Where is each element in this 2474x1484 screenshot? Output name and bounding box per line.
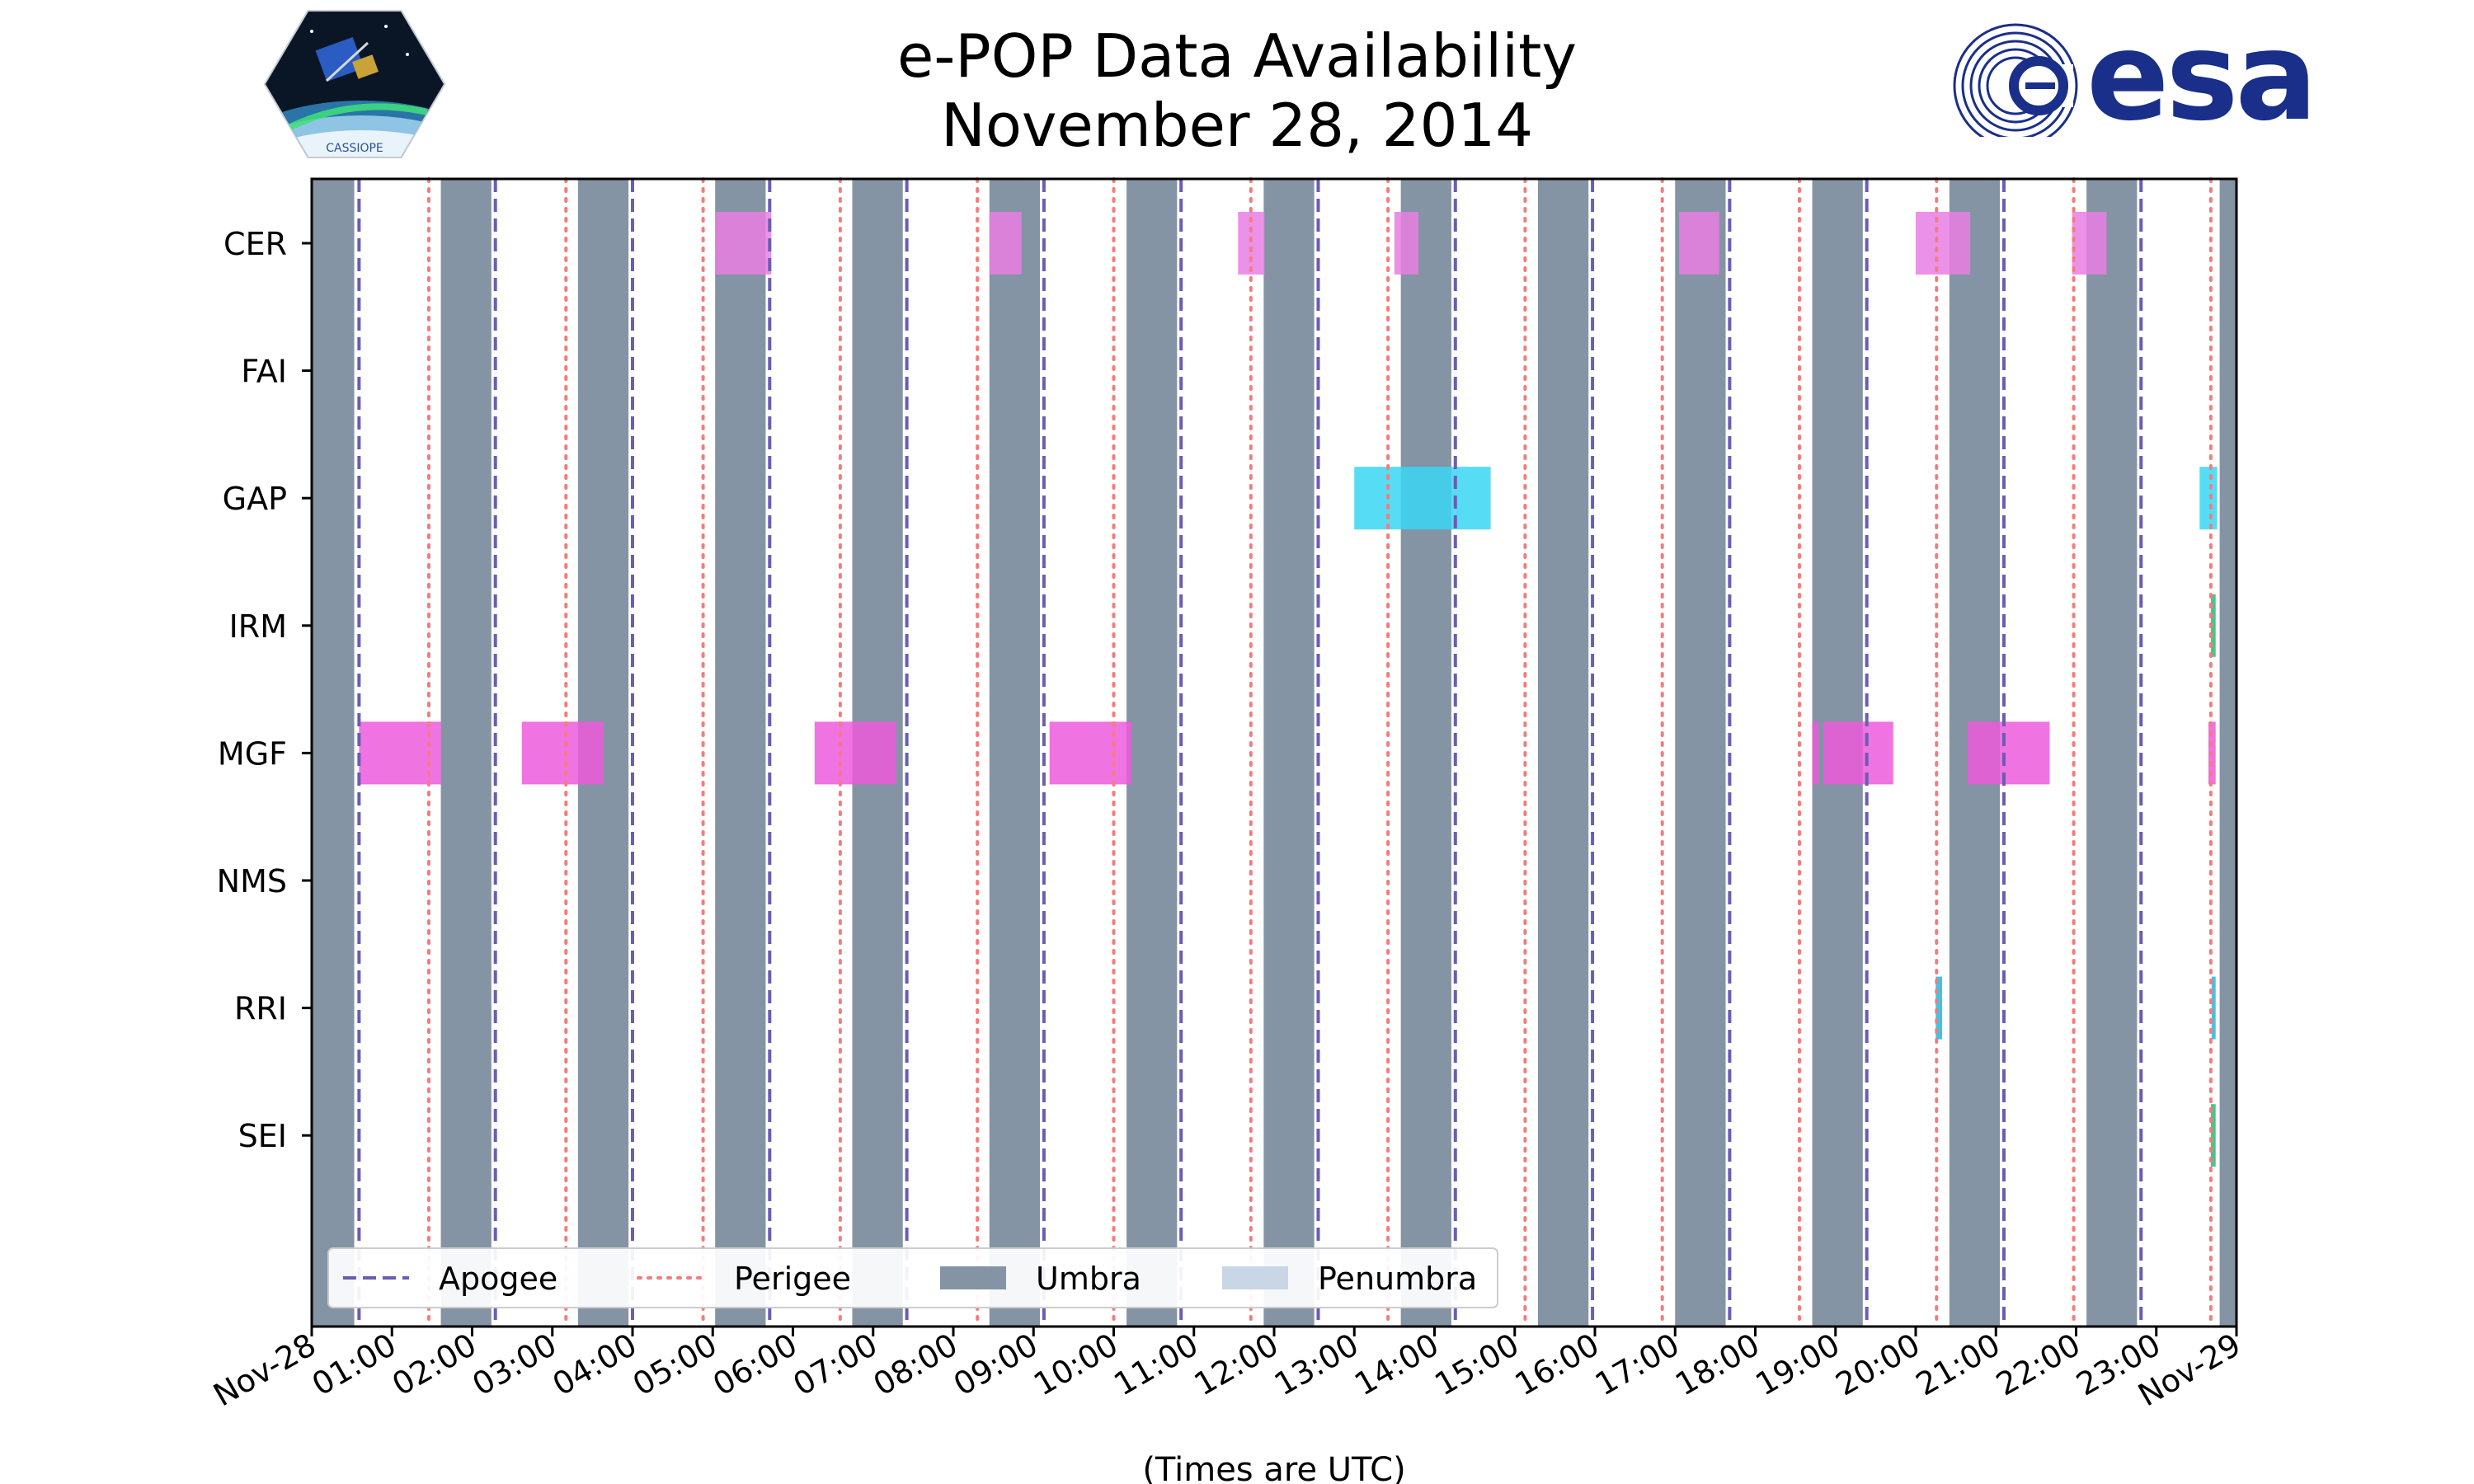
x-tick-label: 01:00 — [306, 1327, 402, 1403]
esa-wordmark: esa — [2086, 6, 2317, 148]
x-tick-label: 19:00 — [1749, 1327, 1846, 1403]
availability-bar-gap — [1354, 467, 1491, 530]
x-tick-label: 08:00 — [868, 1327, 964, 1403]
x-tick-label: 17:00 — [1589, 1327, 1686, 1403]
y-tick-label-nms: NMS — [217, 863, 287, 899]
x-tick-label: 16:00 — [1509, 1327, 1606, 1403]
x-axis-label: (Times are UTC) — [1142, 1451, 1405, 1484]
legend-label-perigee: Perigee — [734, 1261, 851, 1297]
chart-title-line-2: November 28, 2014 — [940, 91, 1534, 160]
umbra-band — [440, 179, 492, 1327]
availability-bar-mgf — [521, 721, 604, 785]
legend: Apogee Perigee Umbra Penumbra — [327, 1247, 1498, 1308]
x-tick-label: 22:00 — [1990, 1327, 2086, 1403]
x-tick-label: 05:00 — [627, 1327, 723, 1403]
x-tick-label: Nov-28 — [207, 1327, 322, 1414]
x-tick-label: 06:00 — [707, 1327, 803, 1403]
availability-bar-sei — [2210, 1104, 2216, 1167]
availability-bar-cer — [2072, 212, 2107, 275]
x-tick-label: 10:00 — [1028, 1327, 1124, 1403]
y-tick-label-irm: IRM — [229, 608, 287, 645]
y-tick-label-gap: GAP — [223, 481, 287, 517]
x-tick-label: 15:00 — [1428, 1327, 1525, 1403]
umbra-band — [2086, 179, 2138, 1327]
umbra-band — [1400, 179, 1451, 1327]
legend-label-umbra: Umbra — [1036, 1261, 1141, 1297]
x-tick-label: 07:00 — [787, 1327, 883, 1403]
orbit-lines-layer — [357, 177, 2213, 1328]
availability-bar-cer — [989, 212, 1022, 275]
x-tick-label: 20:00 — [1830, 1327, 1926, 1403]
x-tick-label: 11:00 — [1108, 1327, 1204, 1403]
x-tick-label: 13:00 — [1268, 1327, 1365, 1403]
availability-bar-mgf — [1812, 721, 1819, 785]
x-tick-label: 21:00 — [1910, 1327, 2006, 1403]
esa-logo-mark — [1953, 23, 2078, 137]
availability-bar-rri — [2211, 976, 2216, 1040]
availability-bar-mgf — [1823, 721, 1893, 785]
x-tick-label: 04:00 — [547, 1327, 643, 1403]
cassiope-badge-text: CASSIOPE — [326, 142, 383, 155]
availability-bar-rri — [1935, 976, 1943, 1040]
x-tick-label: 12:00 — [1188, 1327, 1285, 1403]
y-tick-label-sei: SEI — [238, 1118, 287, 1154]
y-tick-label-rri: RRI — [234, 991, 287, 1027]
cassiope-logo: CASSIOPE — [263, 10, 446, 158]
y-axis: CER FAI GAP IRM MGF NMS RRI SEI — [217, 226, 312, 1154]
umbra-band — [2219, 179, 2236, 1327]
availability-bar-irm — [2210, 594, 2216, 657]
legend-swatch-umbra — [940, 1266, 1006, 1289]
y-tick-label-fai: FAI — [241, 354, 287, 390]
legend-swatch-penumbra — [1222, 1266, 1288, 1289]
availability-bar-mgf — [814, 721, 896, 785]
availability-bar-mgf — [1968, 721, 2050, 785]
x-tick-label: 02:00 — [386, 1327, 482, 1403]
umbra-band — [1537, 179, 1589, 1327]
legend-box — [327, 1247, 1498, 1308]
umbra-band — [989, 179, 1041, 1327]
chart-title-line-1: e-POP Data Availability — [897, 21, 1577, 91]
availability-bar-cer — [1916, 212, 1971, 275]
availability-bar-mgf — [1049, 721, 1131, 785]
x-axis: Nov-2801:0002:0003:0004:0005:0006:0007:0… — [207, 1327, 2246, 1414]
umbra-band — [1263, 179, 1315, 1327]
umbra-layer — [312, 179, 2236, 1327]
umbra-band — [1126, 179, 1178, 1327]
umbra-band — [312, 179, 355, 1327]
availability-bar-gap — [2199, 467, 2218, 530]
umbra-band — [715, 179, 766, 1327]
availability-bar-cer — [1679, 212, 1719, 275]
legend-label-apogee: Apogee — [439, 1261, 557, 1297]
x-tick-label: 03:00 — [466, 1327, 562, 1403]
y-tick-label-mgf: MGF — [218, 735, 287, 772]
umbra-band — [1675, 179, 1726, 1327]
legend-label-penumbra: Penumbra — [1318, 1261, 1477, 1297]
y-tick-label-cer: CER — [223, 226, 287, 262]
x-tick-label: 14:00 — [1348, 1327, 1445, 1403]
x-tick-label: 18:00 — [1669, 1327, 1766, 1403]
availability-bar-cer — [715, 212, 772, 275]
x-tick-label: 09:00 — [948, 1327, 1044, 1403]
availability-bar-cer — [1394, 212, 1419, 275]
